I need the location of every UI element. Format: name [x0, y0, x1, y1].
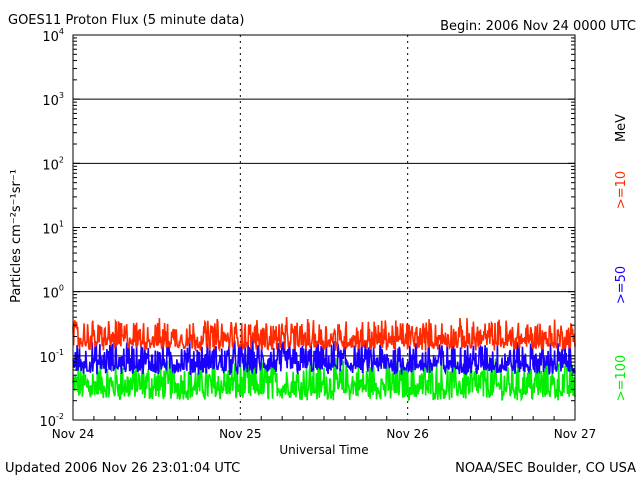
- legend-entry: >=50: [614, 266, 629, 304]
- series-layer: [72, 316, 576, 402]
- axis-ticks: [73, 34, 575, 421]
- y-tick-label: 103: [42, 91, 64, 109]
- legend-unit: MeV: [614, 114, 629, 142]
- credit-text: NOAA/SEC Boulder, CO USA: [455, 461, 636, 476]
- y-axis-label: Particles cm⁻²s⁻¹sr⁻¹: [9, 169, 24, 303]
- x-tick-labels: Nov 24 Nov 25 Nov 26 Nov 27: [52, 427, 597, 441]
- legend-entry: >=100: [614, 355, 629, 402]
- x-tick-label: Nov 26: [386, 427, 429, 441]
- legend: MeV >=10 >=50 >=100: [614, 114, 629, 401]
- series-line-2: [72, 339, 576, 376]
- legend-entry: >=10: [614, 171, 629, 209]
- updated-timestamp: Updated 2006 Nov 26 23:01:04 UTC: [5, 461, 240, 476]
- series-line-1: [72, 316, 576, 353]
- x-tick-label: Nov 27: [554, 427, 597, 441]
- x-axis-label: Universal Time: [279, 443, 368, 457]
- y-tick-label: 104: [42, 27, 64, 45]
- chart-subtitle: Begin: 2006 Nov 24 0000 UTC: [440, 19, 636, 34]
- grid-lines: [73, 35, 575, 420]
- y-tick-label: 10-1: [39, 348, 64, 366]
- y-tick-label: 101: [42, 220, 64, 238]
- x-tick-label: Nov 24: [52, 427, 95, 441]
- y-tick-label: 100: [42, 284, 64, 302]
- chart-title: GOES11 Proton Flux (5 minute data): [8, 13, 244, 28]
- x-tick-label: Nov 25: [219, 427, 262, 441]
- y-tick-label: 102: [42, 155, 64, 173]
